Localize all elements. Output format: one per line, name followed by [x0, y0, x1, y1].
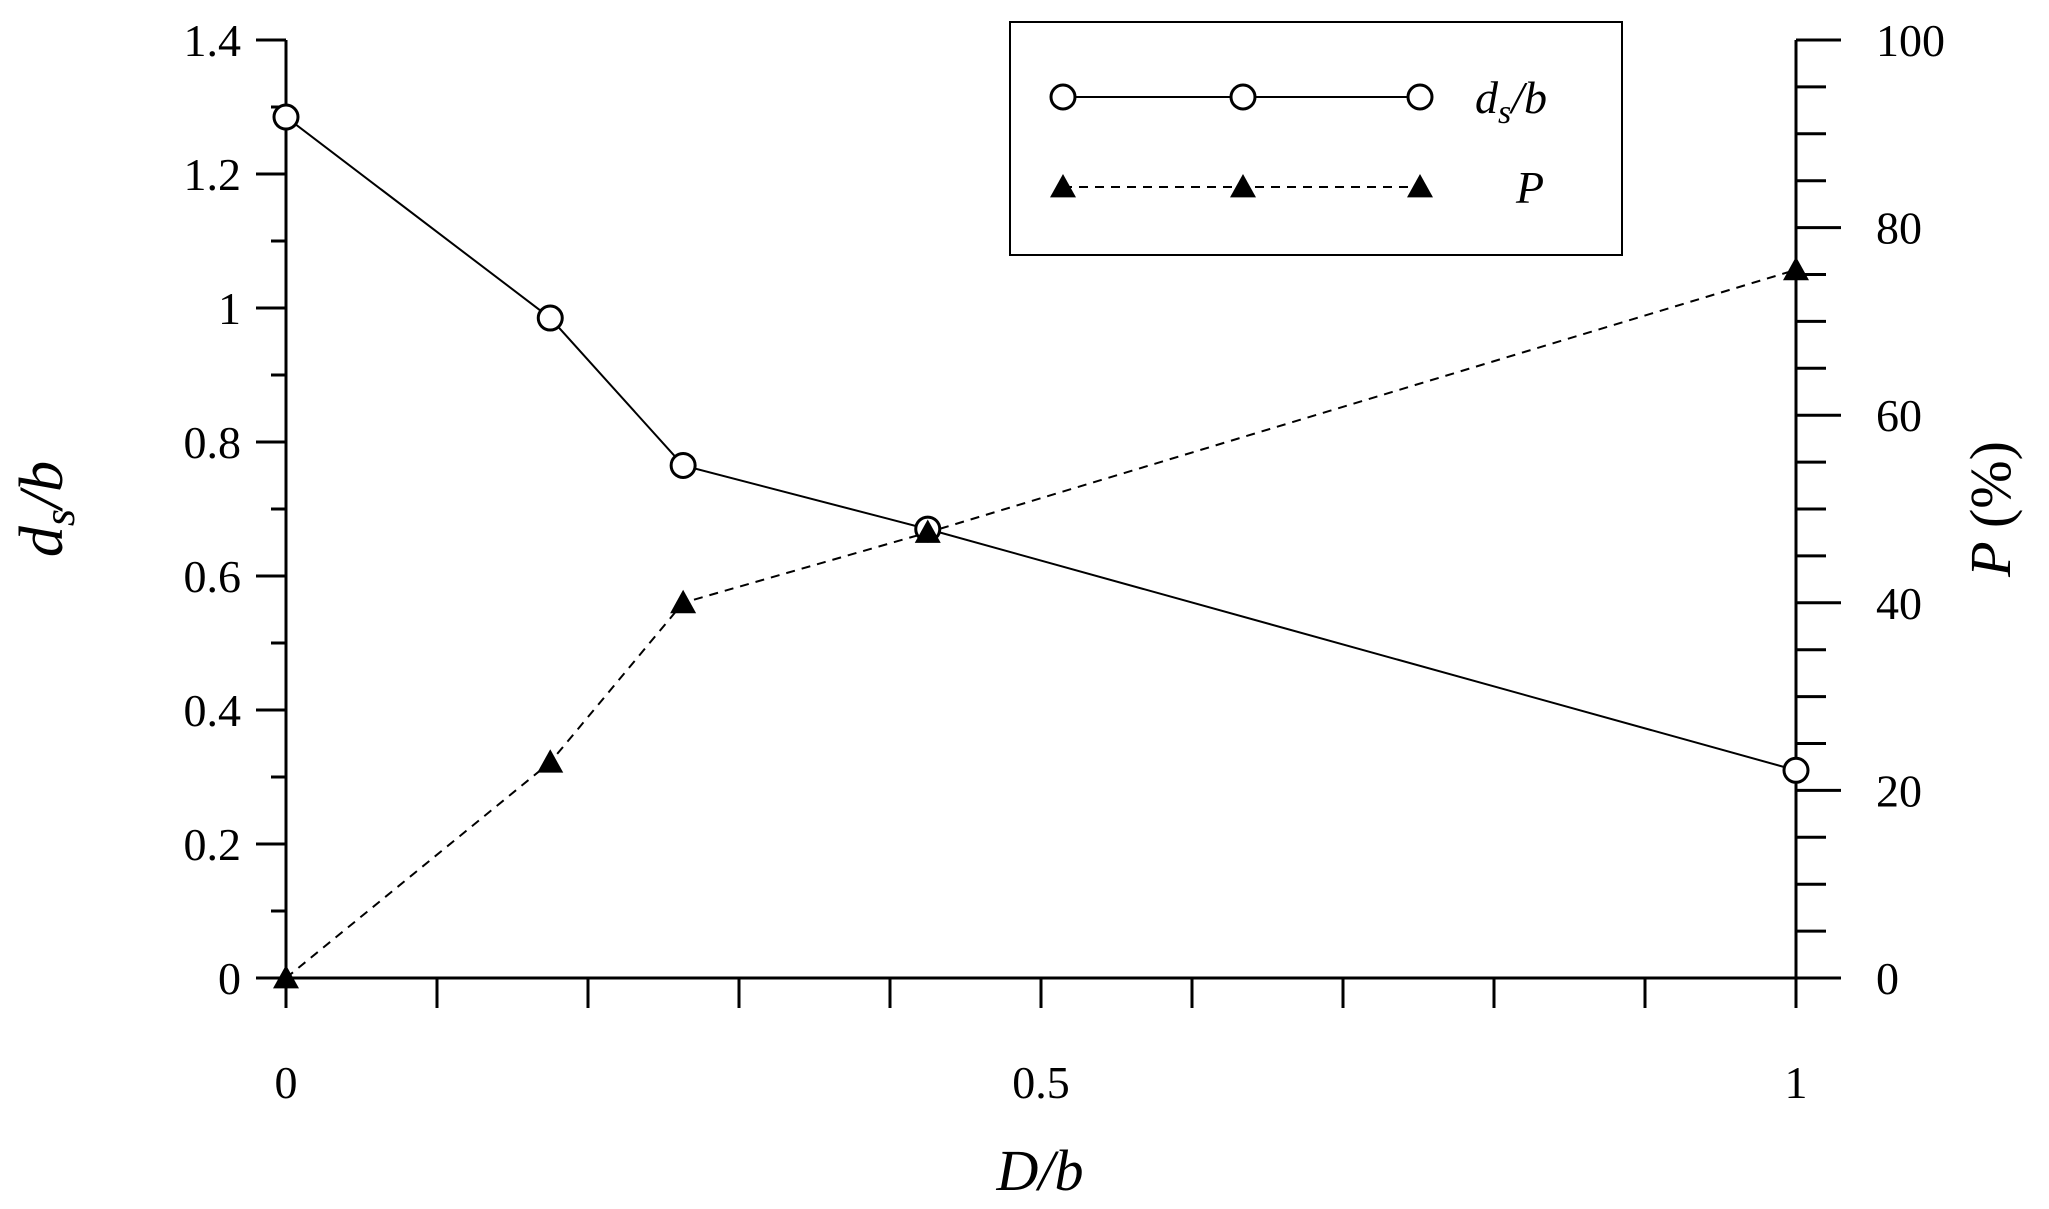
- right-y-tick-label: 80: [1876, 203, 1922, 254]
- series-layer: [272, 103, 1810, 989]
- series-p: [273, 256, 1809, 989]
- axis-titles: D/b ds/b P (%): [8, 441, 2023, 1203]
- series-line: [285, 268, 1797, 979]
- data-point-triangle: [670, 589, 697, 614]
- data-point-circle: [669, 451, 697, 479]
- legend: ds/b P: [1009, 21, 1623, 256]
- data-point-circle: [536, 304, 564, 332]
- left-y-tick-label: 1.2: [184, 149, 242, 200]
- right-y-axis-title: P (%): [1958, 441, 2023, 578]
- data-point-circle: [1782, 756, 1810, 784]
- right-y-tick-label: 40: [1876, 578, 1922, 629]
- data-point-circle: [272, 103, 300, 131]
- legend-marker-circle: [1229, 83, 1257, 111]
- right-y-tick-label: 20: [1876, 765, 1922, 816]
- x-axis-title: D/b: [996, 1138, 1084, 1203]
- left-y-tick-label: 0.4: [184, 685, 242, 736]
- left-y-tick-label: 1.4: [184, 15, 242, 66]
- legend-marker-triangle: [1050, 174, 1076, 198]
- left-y-axis-title: ds/b: [8, 461, 84, 557]
- legend-label-ds-b: ds/b: [1475, 72, 1547, 131]
- right-y-tick-label: 60: [1876, 390, 1922, 441]
- data-point-triangle: [1783, 256, 1809, 281]
- x-tick-label: 0: [275, 1057, 298, 1108]
- x-tick-label: 0.5: [1012, 1057, 1070, 1108]
- left-y-tick-label: 0.2: [184, 819, 242, 870]
- legend-marker-triangle: [1407, 174, 1433, 198]
- left-y-tick-label: 0.8: [184, 417, 242, 468]
- axes: 0 0.2 0.4 0.6 0.8 1 1.2 1.4 0 20 40 60 80 100 0 0.5 1: [184, 15, 1946, 1108]
- legend-marker-circle: [1406, 83, 1434, 111]
- legend-marker-triangle: [1230, 174, 1256, 198]
- x-tick-label: 1: [1785, 1057, 1808, 1108]
- left-y-tick-label: 0.6: [184, 551, 242, 602]
- legend-box: [1009, 21, 1623, 256]
- data-point-triangle: [914, 519, 941, 543]
- right-y-tick-label: 100: [1876, 15, 1945, 66]
- legend-label-p: P: [1515, 162, 1544, 213]
- left-y-tick-label: 1: [218, 283, 241, 334]
- data-point-triangle: [537, 749, 564, 773]
- left-y-tick-label: 0: [218, 953, 241, 1004]
- data-point-triangle: [273, 965, 299, 989]
- right-y-tick-label: 0: [1876, 953, 1899, 1004]
- legend-marker-circle: [1049, 83, 1077, 111]
